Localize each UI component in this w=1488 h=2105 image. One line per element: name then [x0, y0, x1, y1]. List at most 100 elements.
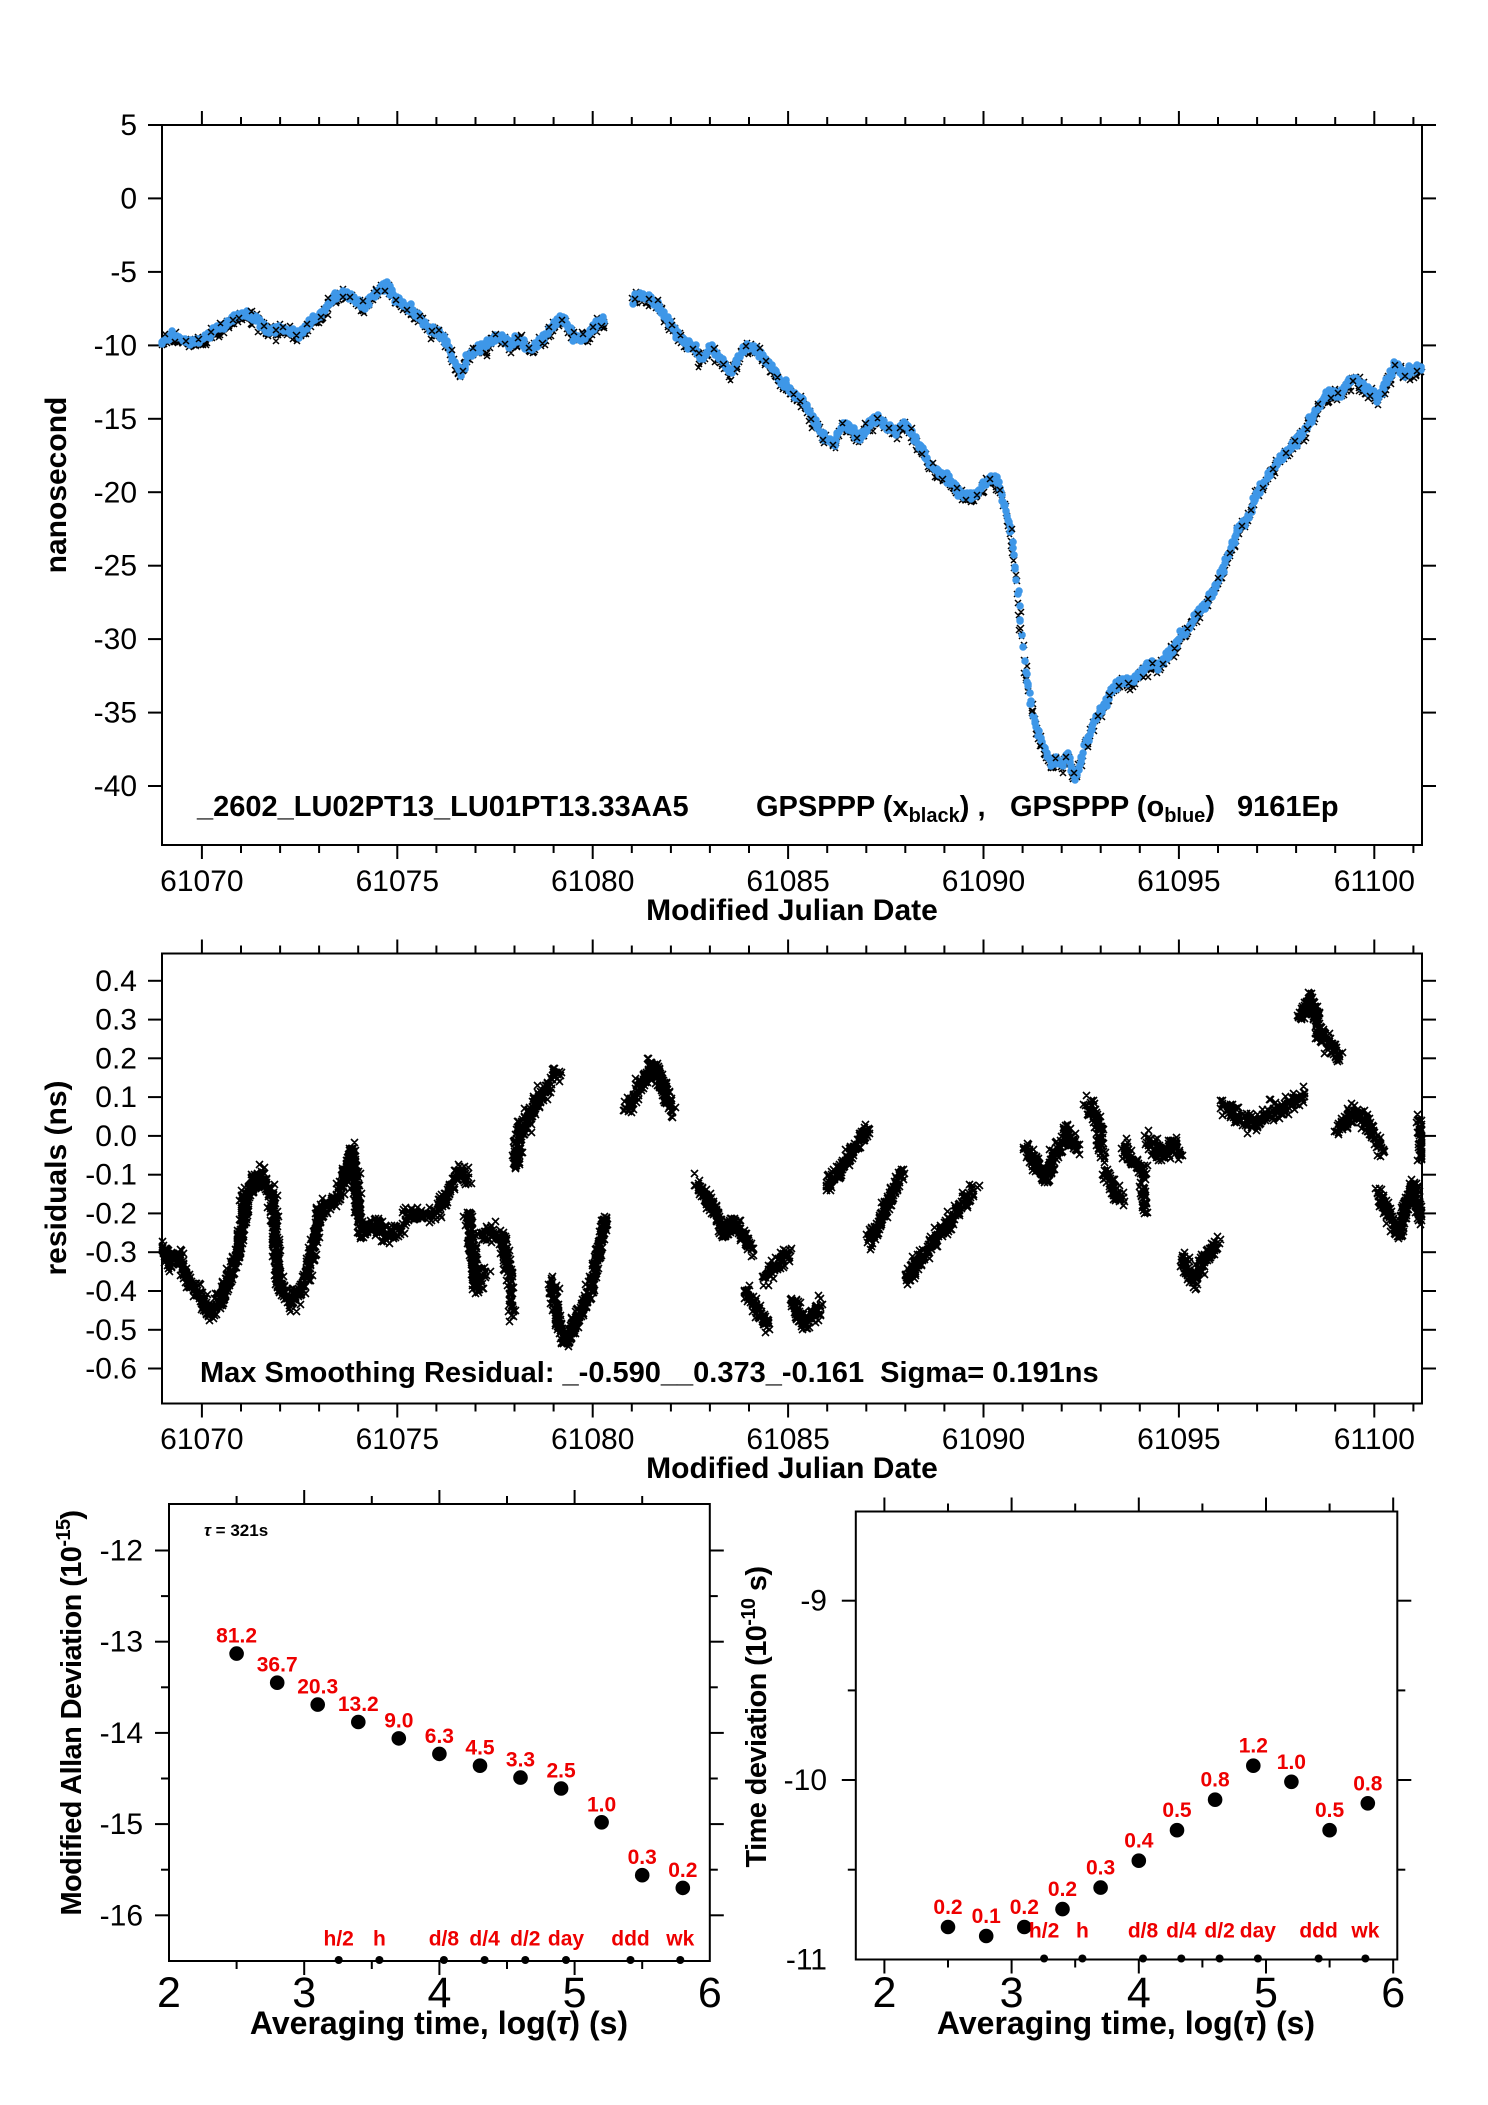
svg-text:0.4: 0.4	[1124, 1830, 1154, 1853]
svg-text:6.3: 6.3	[425, 1725, 454, 1748]
svg-text:61085: 61085	[746, 1423, 829, 1456]
svg-text:0.1: 0.1	[95, 1081, 137, 1114]
svg-text:1.0: 1.0	[1277, 1751, 1306, 1774]
svg-text:h: h	[373, 1928, 386, 1951]
svg-text:2: 2	[157, 1969, 181, 2017]
svg-text:-15: -15	[94, 403, 137, 436]
svg-text:9.0: 9.0	[384, 1709, 413, 1732]
svg-text:2.5: 2.5	[546, 1760, 576, 1783]
svg-text:day: day	[1240, 1920, 1277, 1943]
svg-text:61100: 61100	[1334, 1423, 1415, 1456]
svg-text:-0.1: -0.1	[85, 1159, 137, 1192]
svg-text:ddd: ddd	[611, 1928, 649, 1951]
svg-text:0.3: 0.3	[628, 1846, 657, 1869]
svg-text:6: 6	[698, 1969, 722, 2017]
svg-text:GPSPPP (oblue​): GPSPPP (oblue​)	[1010, 791, 1215, 827]
svg-text:61070: 61070	[160, 1423, 243, 1456]
svg-text:Averaging time, log(τ) (s): Averaging time, log(τ) (s)	[250, 2005, 628, 2041]
svg-text:GPSPPP (xblack​) ,: GPSPPP (xblack​) ,	[756, 791, 986, 827]
svg-text:3: 3	[292, 1969, 316, 2017]
svg-text:-0.3: -0.3	[85, 1236, 137, 1269]
svg-text:Modified Julian Date: Modified Julian Date	[646, 894, 938, 927]
svg-text:d/4: d/4	[1166, 1920, 1197, 1943]
svg-text:61080: 61080	[551, 865, 634, 898]
svg-text:-20: -20	[94, 476, 137, 509]
svg-text:0: 0	[120, 182, 137, 215]
svg-text:τ = 321s: τ = 321s	[204, 1521, 268, 1540]
svg-text:5: 5	[1254, 1969, 1278, 2017]
svg-text:Max Smoothing Residual: _-0.59: Max Smoothing Residual: _-0.590__0.373_-…	[200, 1357, 1099, 1389]
svg-text:-25: -25	[94, 550, 137, 583]
svg-text:0.5: 0.5	[1315, 1799, 1345, 1822]
svg-text:ddd: ddd	[1299, 1920, 1337, 1943]
svg-text:-13: -13	[100, 1626, 143, 1659]
svg-text:-10: -10	[784, 1764, 827, 1797]
svg-text:4: 4	[1127, 1969, 1151, 2017]
svg-text:0.1: 0.1	[972, 1905, 1002, 1928]
svg-text:-5: -5	[110, 256, 137, 289]
svg-text:5: 5	[120, 109, 137, 142]
svg-text:3.3: 3.3	[506, 1749, 535, 1772]
svg-text:61075: 61075	[356, 1423, 439, 1456]
svg-text:d/8: d/8	[1128, 1920, 1159, 1943]
svg-text:wk: wk	[1350, 1920, 1379, 1943]
svg-text:_2602_LU02PT13_LU01PT13.33AA5: _2602_LU02PT13_LU01PT13.33AA5	[196, 791, 689, 823]
svg-text:0.2: 0.2	[1048, 1878, 1077, 1901]
svg-text:5: 5	[563, 1969, 587, 2017]
svg-text:61075: 61075	[356, 865, 439, 898]
svg-text:Modified Allan Deviation (10-1: Modified Allan Deviation (10-15)	[53, 1510, 88, 1915]
svg-text:0.0: 0.0	[95, 1120, 137, 1153]
svg-text:h/2: h/2	[1029, 1920, 1059, 1943]
svg-text:nanosecond: nanosecond	[40, 397, 73, 574]
svg-text:13.2: 13.2	[338, 1693, 379, 1716]
svg-text:61085: 61085	[746, 865, 829, 898]
svg-text:1.0: 1.0	[587, 1793, 616, 1816]
svg-text:-12: -12	[100, 1535, 143, 1568]
svg-text:h: h	[1076, 1920, 1089, 1943]
svg-text:Modified Julian Date: Modified Julian Date	[646, 1452, 938, 1485]
svg-text:61090: 61090	[942, 865, 1025, 898]
svg-text:61080: 61080	[551, 1423, 634, 1456]
svg-text:-11: -11	[786, 1943, 827, 1976]
svg-text:-35: -35	[94, 697, 137, 730]
svg-text:-30: -30	[94, 623, 137, 656]
svg-text:61095: 61095	[1137, 1423, 1220, 1456]
svg-text:4.5: 4.5	[465, 1737, 495, 1760]
svg-text:day: day	[548, 1928, 585, 1951]
svg-text:-0.6: -0.6	[85, 1353, 137, 1386]
svg-text:0.2: 0.2	[933, 1896, 962, 1919]
svg-text:0.3: 0.3	[95, 1004, 137, 1037]
svg-text:6: 6	[1381, 1969, 1405, 2017]
svg-text:20.3: 20.3	[297, 1676, 338, 1699]
svg-text:36.7: 36.7	[257, 1654, 298, 1677]
svg-text:0.8: 0.8	[1353, 1772, 1383, 1795]
svg-text:61090: 61090	[942, 1423, 1025, 1456]
svg-text:9161Ep: 9161Ep	[1237, 791, 1339, 823]
svg-text:wk: wk	[665, 1928, 694, 1951]
svg-text:2: 2	[872, 1969, 896, 2017]
svg-text:-14: -14	[100, 1717, 143, 1750]
svg-text:3: 3	[1000, 1969, 1024, 2017]
svg-text:d/8: d/8	[429, 1928, 460, 1951]
svg-text:0.2: 0.2	[668, 1859, 697, 1882]
svg-text:0.4: 0.4	[95, 965, 137, 998]
svg-text:81.2: 81.2	[216, 1625, 257, 1648]
svg-text:Averaging time, log(τ) (s): Averaging time, log(τ) (s)	[937, 2005, 1315, 2041]
svg-text:-9: -9	[800, 1585, 827, 1618]
svg-text:4: 4	[427, 1969, 451, 2017]
svg-text:0.2: 0.2	[95, 1042, 137, 1075]
svg-text:d/4: d/4	[469, 1928, 500, 1951]
svg-text:-0.2: -0.2	[85, 1197, 137, 1230]
svg-text:-15: -15	[100, 1808, 143, 1841]
svg-text:1.2: 1.2	[1239, 1735, 1268, 1758]
svg-text:-16: -16	[100, 1899, 143, 1932]
svg-text:d/2: d/2	[510, 1928, 540, 1951]
svg-text:d/2: d/2	[1204, 1920, 1234, 1943]
svg-text:0.3: 0.3	[1086, 1857, 1115, 1880]
svg-text:-10: -10	[94, 329, 137, 362]
svg-text:61095: 61095	[1137, 865, 1220, 898]
svg-text:residuals (ns): residuals (ns)	[40, 1080, 73, 1275]
svg-text:-0.5: -0.5	[85, 1314, 137, 1347]
svg-text:61070: 61070	[160, 865, 243, 898]
svg-text:0.5: 0.5	[1162, 1799, 1192, 1822]
